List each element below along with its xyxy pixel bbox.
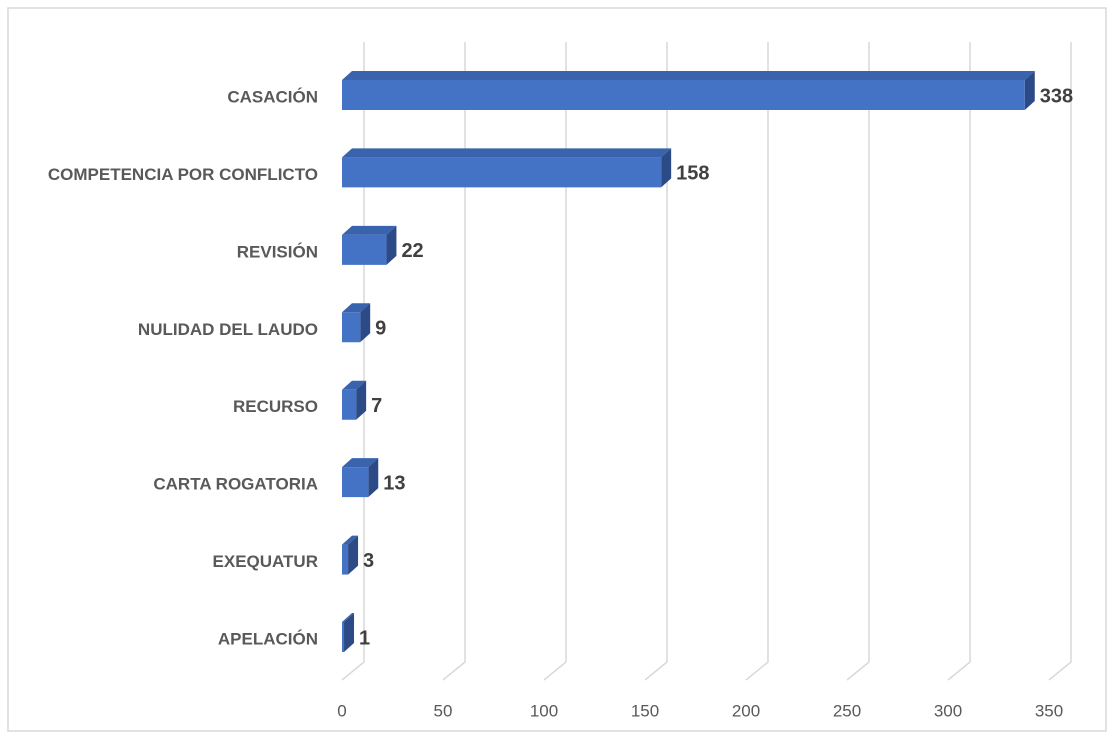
bar	[342, 303, 371, 343]
bar	[342, 380, 367, 420]
category-label: RECURSO	[233, 397, 318, 416]
bar-front	[342, 467, 369, 498]
grid-line	[1048, 42, 1072, 681]
bar-front	[342, 157, 662, 188]
bar-side	[360, 303, 371, 343]
bar-top	[342, 71, 1035, 80]
value-label: 7	[371, 395, 382, 417]
bar-side	[386, 225, 397, 265]
bar-top	[342, 613, 355, 622]
x-tick-label: 350	[1035, 701, 1063, 720]
value-label: 158	[676, 163, 709, 185]
bar-front	[342, 80, 1025, 110]
bar-top	[342, 225, 397, 235]
bar-top	[342, 535, 359, 545]
bar-side	[661, 148, 672, 188]
bar-front	[342, 544, 349, 575]
grid-line	[543, 42, 567, 681]
category-label: COMPETENCIA POR CONFLICTO	[48, 165, 318, 184]
bar	[342, 225, 397, 265]
category-label: NULIDAD DEL LAUDO	[138, 320, 318, 339]
grid-line	[745, 42, 769, 681]
bar	[342, 535, 359, 575]
bar-front	[342, 234, 387, 265]
category-label: CARTA ROGATORIA	[153, 475, 318, 494]
x-tick-label: 150	[631, 701, 659, 720]
x-tick-label: 200	[732, 701, 760, 720]
bar-side	[356, 380, 367, 420]
value-label: 9	[375, 318, 386, 340]
value-label: 3	[363, 550, 374, 572]
chart-frame	[7, 7, 1107, 732]
bar-side	[348, 535, 359, 575]
x-tick-label: 100	[530, 701, 558, 720]
bar-top	[342, 148, 672, 158]
grid-line	[947, 42, 971, 681]
category-label: EXEQUATUR	[213, 552, 318, 571]
bar	[342, 71, 1035, 110]
bar-side	[368, 458, 379, 498]
bar-front	[342, 622, 345, 652]
grid-line	[846, 42, 870, 681]
bar	[342, 458, 379, 498]
x-tick-label: 250	[833, 701, 861, 720]
x-tick-label: 0	[337, 701, 346, 720]
grid-line	[644, 42, 668, 681]
bar	[342, 148, 672, 188]
bar-front	[342, 389, 357, 420]
value-label: 338	[1040, 85, 1073, 107]
category-label: CASACIÓN	[227, 87, 318, 106]
category-label: APELACIÓN	[218, 629, 318, 648]
bar-side	[1024, 71, 1035, 110]
bar-top	[342, 303, 371, 313]
bar-top	[342, 458, 379, 468]
x-tick-label: 300	[934, 701, 962, 720]
category-label: REVISIÓN	[237, 242, 318, 261]
grid-line	[442, 42, 466, 681]
bar	[342, 613, 355, 652]
bar-front	[342, 312, 361, 343]
value-label: 1	[359, 627, 370, 649]
value-label: 22	[401, 240, 423, 262]
bar-side	[344, 613, 355, 652]
bar-top	[342, 380, 367, 390]
value-label: 13	[383, 472, 405, 494]
x-tick-label: 50	[434, 701, 453, 720]
